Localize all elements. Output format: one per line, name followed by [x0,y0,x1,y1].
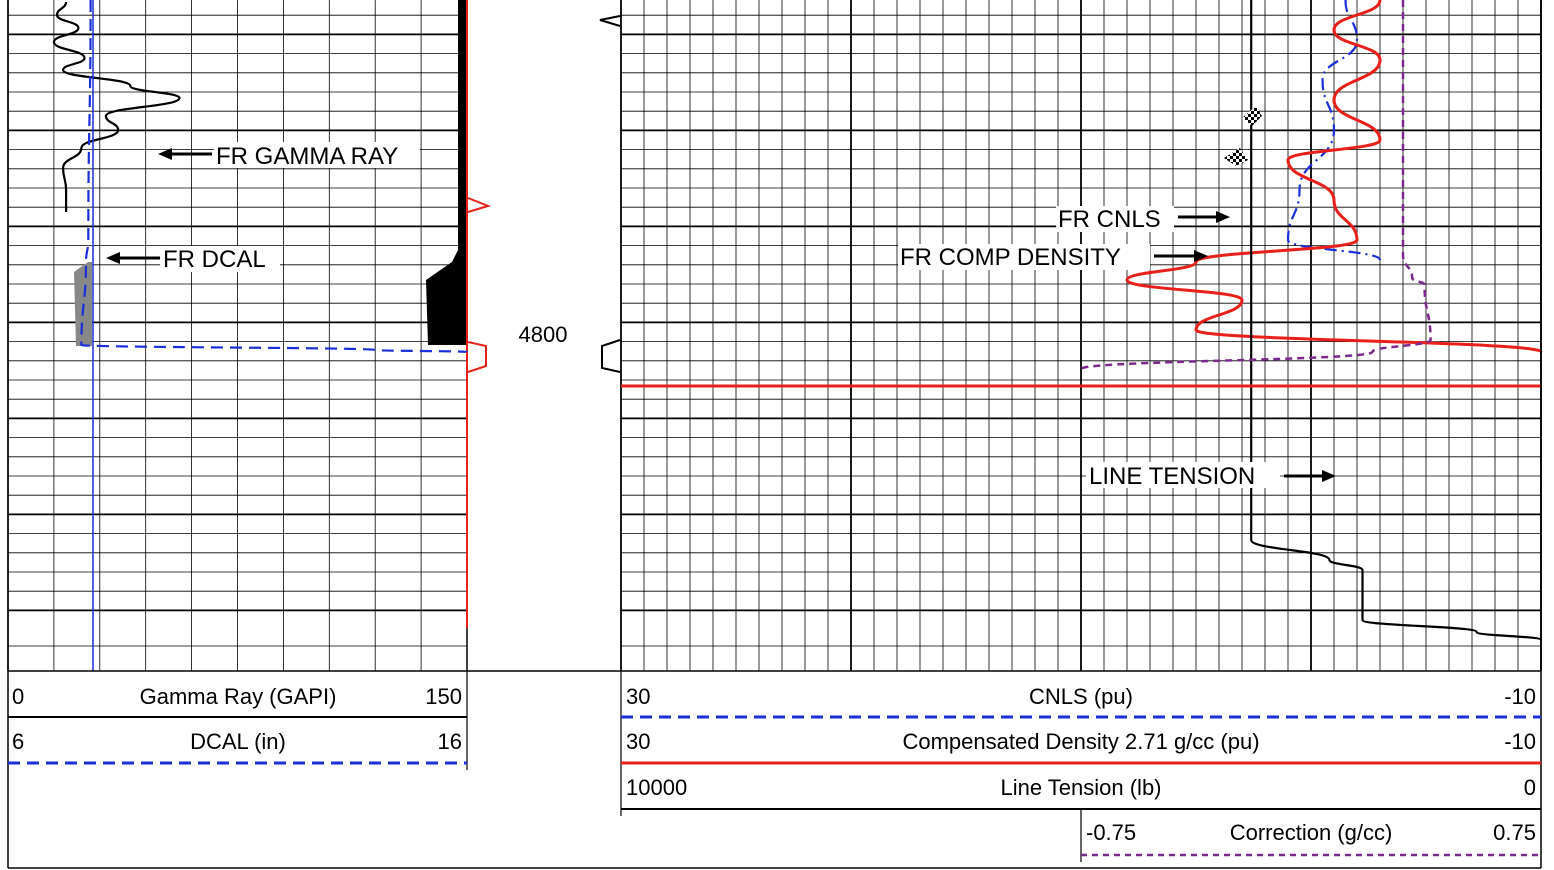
annotation-dcal: FR DCAL [106,246,280,273]
annotation-line-tension: LINE TENSION [1086,462,1336,490]
label-fr-comp-density: FR COMP DENSITY [900,244,1121,271]
depth-label: 4800 [519,322,568,347]
cnls-left: 30 [626,684,650,709]
curve-line-tension [1250,0,1543,642]
gr-left: 0 [12,684,24,709]
gr-title: Gamma Ray (GAPI) [140,684,337,709]
tension-left: 10000 [626,775,687,800]
dcal-title: DCAL (in) [190,729,286,754]
cnls-title: CNLS (pu) [1029,684,1133,709]
tension-title: Line Tension (lb) [1000,775,1161,800]
label-line-tension: LINE TENSION [1089,463,1255,490]
annotation-cnls: FR CNLS [1056,206,1230,233]
label-fr-cnls: FR CNLS [1058,206,1161,233]
curve-fr-gamma-ray [52,1,181,212]
annotation-comp-density: FR COMP DENSITY [898,244,1208,271]
dcal-right: 16 [438,729,462,754]
curve-correction [1079,0,1432,371]
annotation-gamma-ray: FR GAMMA RAY [158,142,420,170]
track-1-edge-fill [426,0,492,628]
curve-fr-comp-density [1125,0,1543,354]
corr-right: 0.75 [1493,820,1536,845]
dens-left: 30 [626,729,650,754]
dcal-left: 6 [12,729,24,754]
dens-right: -10 [1504,729,1536,754]
corr-left: -0.75 [1086,820,1136,845]
label-fr-gamma-ray: FR GAMMA RAY [216,143,398,170]
curves [52,0,1543,671]
corr-title: Correction (g/cc) [1230,820,1393,845]
gr-right: 150 [425,684,462,709]
label-fr-dcal: FR DCAL [163,246,266,273]
legend: 0 Gamma Ray (GAPI) 150 6 DCAL (in) 16 30… [7,0,1542,869]
cnls-right: -10 [1504,684,1536,709]
curve-fr-cnls [1286,0,1382,262]
depth-markers [599,15,621,373]
crossover-shading [1224,106,1262,166]
dens-title: Compensated Density 2.71 g/cc (pu) [902,729,1259,754]
tension-right: 0 [1524,775,1536,800]
curve-fr-dcal [80,0,469,354]
